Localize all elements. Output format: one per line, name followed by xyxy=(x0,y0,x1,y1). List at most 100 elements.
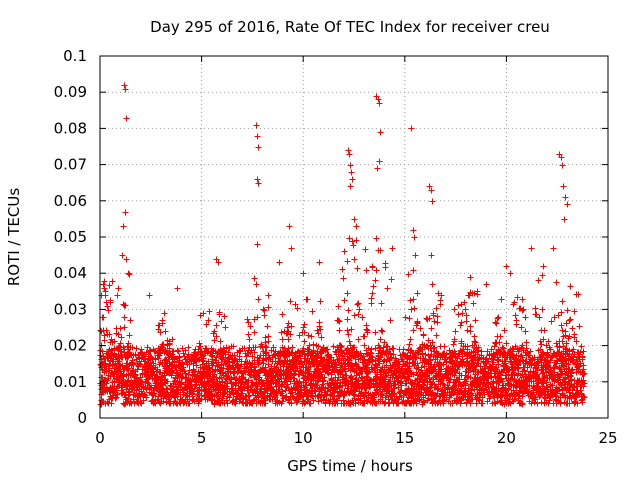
data-point xyxy=(101,278,108,285)
data-point-spike xyxy=(346,151,353,158)
data-point xyxy=(564,307,571,314)
data-point xyxy=(285,345,292,352)
data-point-spike xyxy=(255,144,262,151)
data-point xyxy=(164,386,171,393)
data-point xyxy=(106,331,113,338)
y-tick-label: 0.09 xyxy=(54,83,87,101)
data-point xyxy=(345,307,352,314)
data-point xyxy=(255,370,262,377)
data-point-spike xyxy=(102,292,109,299)
data-point xyxy=(253,281,260,288)
data-point xyxy=(513,317,520,324)
data-point-spike xyxy=(115,285,122,292)
data-point xyxy=(301,321,308,328)
data-point xyxy=(125,365,132,372)
data-point xyxy=(245,319,252,326)
data-point xyxy=(222,389,229,396)
data-point xyxy=(121,324,128,331)
data-point xyxy=(464,327,471,334)
data-point xyxy=(361,333,368,340)
y-tick-label: 0.06 xyxy=(54,192,87,210)
data-point xyxy=(126,332,133,339)
data-point xyxy=(196,340,203,347)
data-point xyxy=(535,277,542,284)
data-point xyxy=(411,305,418,312)
data-point xyxy=(355,311,362,318)
data-point xyxy=(566,317,573,324)
data-point-spike xyxy=(528,245,535,252)
data-point xyxy=(372,329,379,336)
data-point xyxy=(344,258,351,265)
data-point-spike xyxy=(255,180,262,187)
data-point xyxy=(279,398,286,405)
data-point xyxy=(232,376,239,383)
data-point xyxy=(410,327,417,334)
data-point xyxy=(289,393,296,400)
data-point xyxy=(111,346,118,353)
data-point xyxy=(472,339,479,346)
data-point xyxy=(221,348,228,355)
data-point xyxy=(169,336,176,343)
data-points xyxy=(97,82,588,408)
grid-layer xyxy=(100,56,608,418)
data-point xyxy=(174,347,181,354)
data-point xyxy=(472,317,479,324)
data-point-spike xyxy=(348,169,355,176)
data-point xyxy=(230,343,237,350)
data-point xyxy=(155,355,162,362)
data-point xyxy=(261,307,268,314)
data-point xyxy=(467,328,474,335)
data-point xyxy=(290,394,297,401)
data-point-spike xyxy=(408,125,415,132)
data-point xyxy=(378,300,385,307)
data-point xyxy=(344,316,351,323)
data-point xyxy=(369,264,376,271)
data-point-spike xyxy=(253,122,260,129)
data-point xyxy=(362,246,369,253)
data-point xyxy=(260,306,267,313)
data-point xyxy=(318,334,325,341)
data-point xyxy=(305,332,312,339)
data-point xyxy=(402,314,409,321)
data-point xyxy=(431,318,438,325)
data-point xyxy=(204,349,211,356)
data-point xyxy=(455,311,462,318)
y-tick-label: 0 xyxy=(77,409,87,427)
data-point xyxy=(576,323,583,330)
data-point xyxy=(178,380,185,387)
data-point xyxy=(118,334,125,341)
data-point xyxy=(254,314,261,321)
data-point xyxy=(125,377,132,384)
data-point xyxy=(348,326,355,333)
data-point-spike xyxy=(560,183,567,190)
data-point xyxy=(125,340,132,347)
data-point xyxy=(308,333,315,340)
data-point xyxy=(451,306,458,313)
data-point xyxy=(346,338,353,345)
data-point xyxy=(125,270,132,277)
data-point xyxy=(387,317,394,324)
data-point xyxy=(414,290,421,297)
data-point xyxy=(124,343,131,350)
data-point-spike xyxy=(123,256,130,263)
data-point xyxy=(345,331,352,338)
data-point-spike xyxy=(376,158,383,165)
data-point xyxy=(539,306,546,313)
x-tick-label: 20 xyxy=(497,429,516,447)
data-point-spike xyxy=(507,270,514,277)
data-point xyxy=(239,375,246,382)
data-point xyxy=(300,324,307,331)
data-point-spike xyxy=(254,133,261,140)
data-point xyxy=(410,296,417,303)
data-point xyxy=(186,400,193,407)
data-point xyxy=(185,344,192,351)
data-point-spike xyxy=(254,176,261,183)
data-point xyxy=(377,336,384,343)
data-point xyxy=(203,321,210,328)
data-point-spike xyxy=(347,162,354,169)
data-point xyxy=(450,341,457,348)
data-point xyxy=(211,337,218,344)
data-point xyxy=(304,296,311,303)
data-point xyxy=(558,309,565,316)
data-point xyxy=(279,388,286,395)
